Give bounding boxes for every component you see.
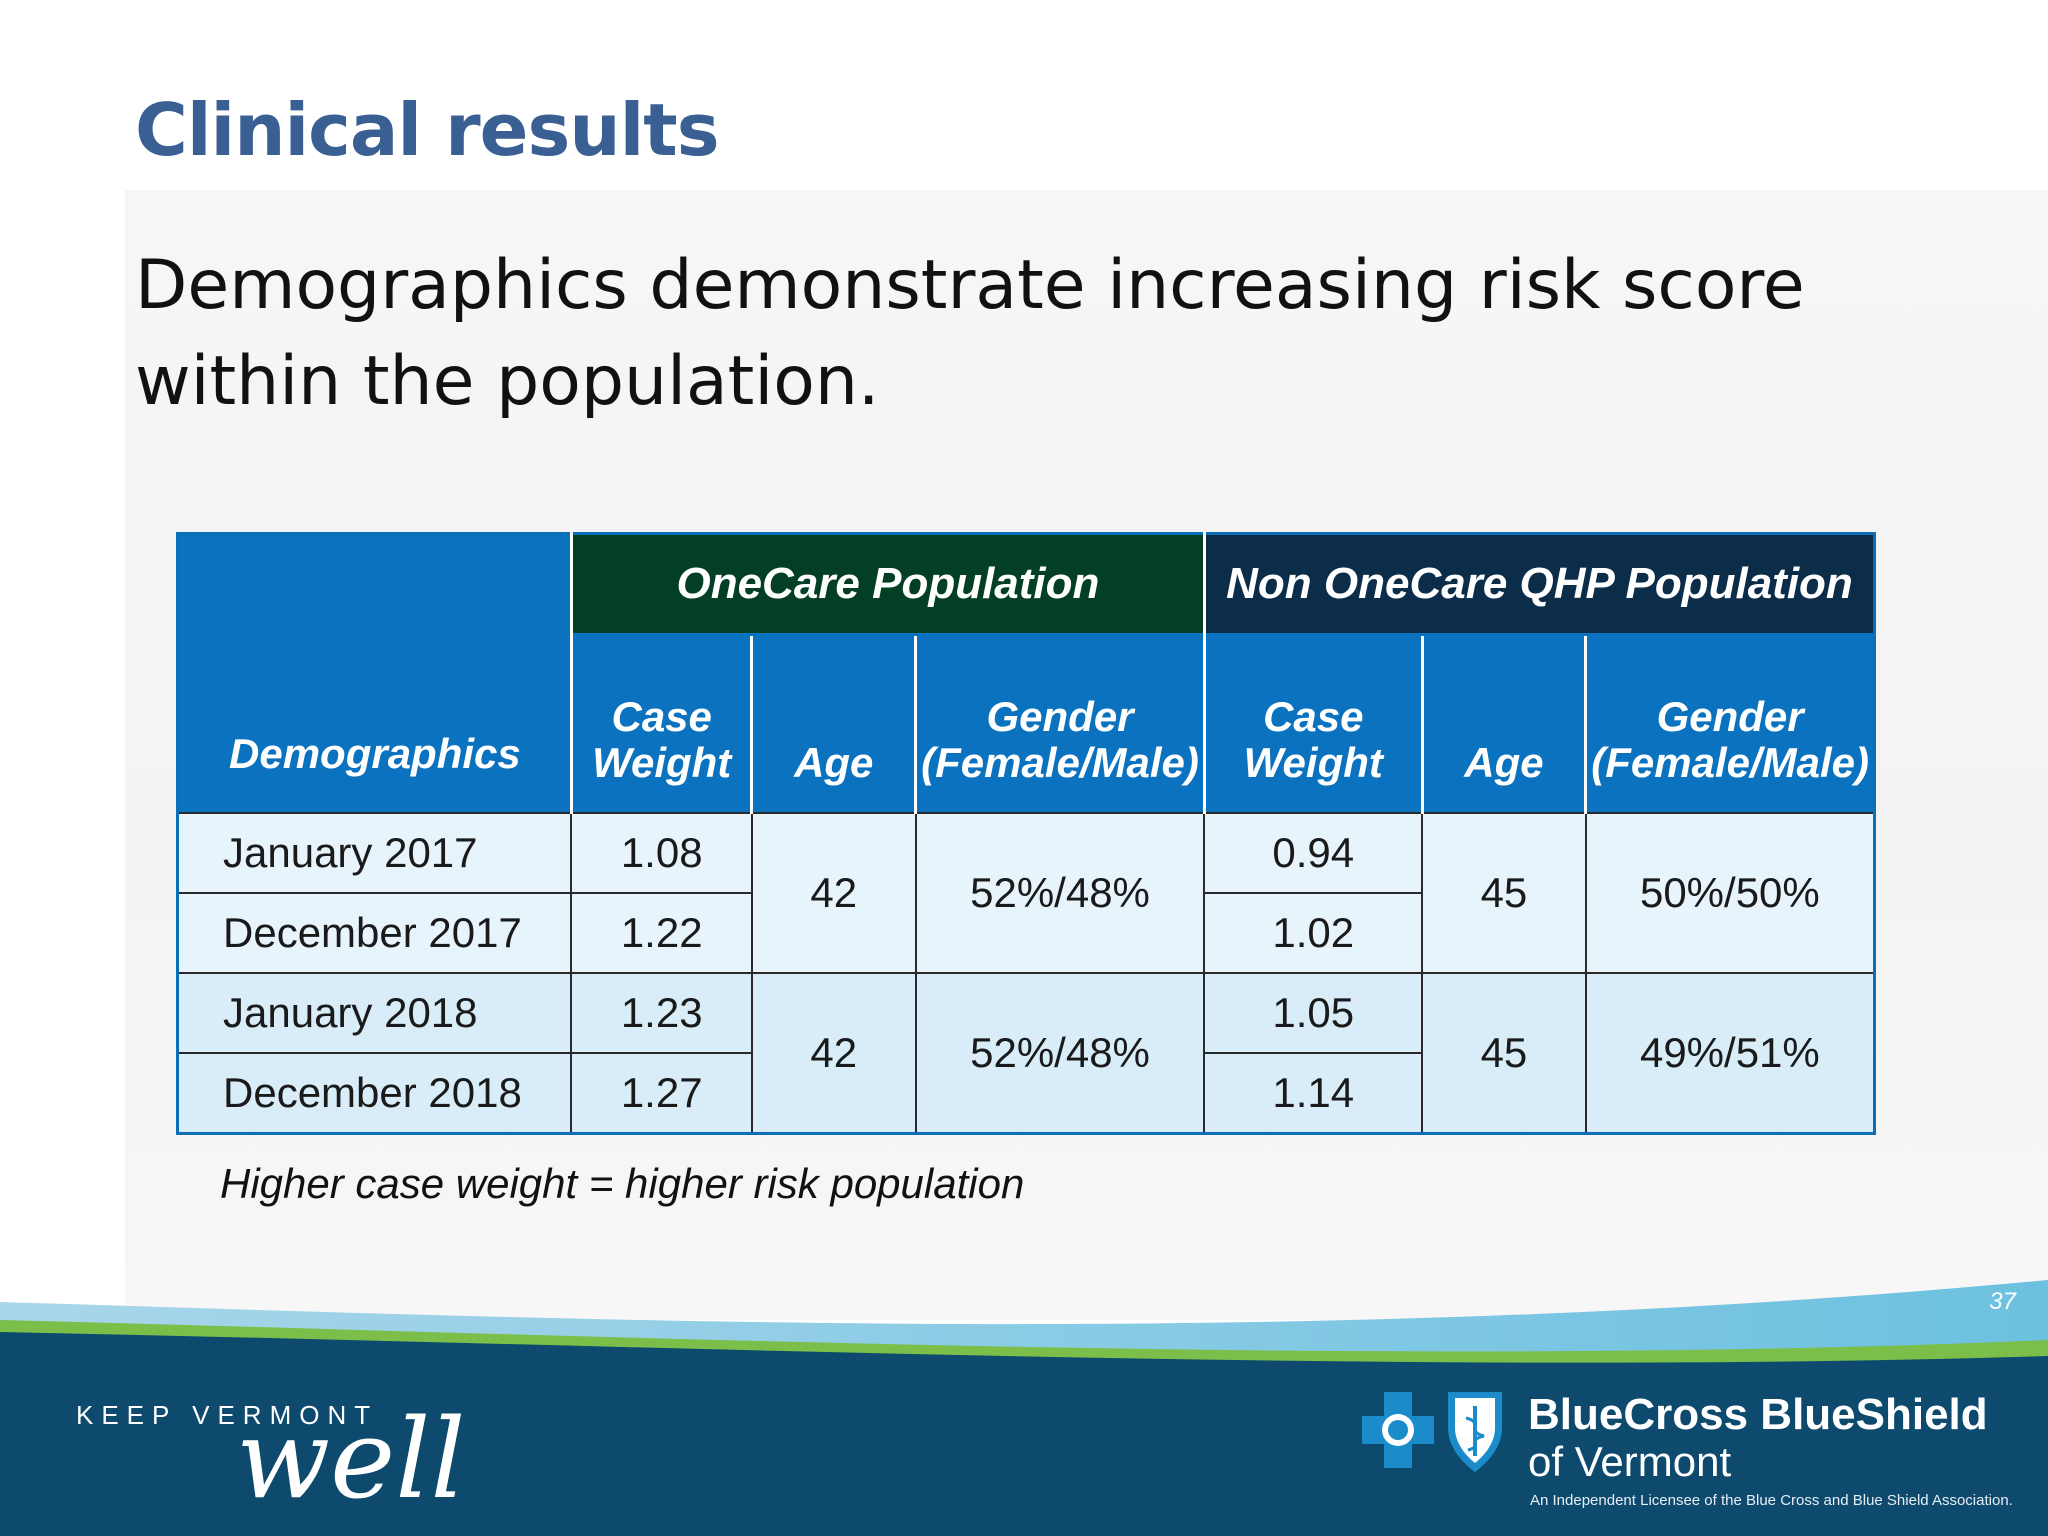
demographics-table: Demographics OneCare Population Non OneC… — [176, 532, 1876, 1135]
onecare-gender: 52%/48% — [914, 812, 1206, 974]
bcbs-vermont-logo: BlueCross BlueShield of Vermont An Indep… — [1362, 1388, 2022, 1518]
slide-title: Clinical results — [135, 88, 720, 172]
onecare-case-weight: 1.23 — [570, 972, 753, 1054]
bcbs-brand-name: BlueCross BlueShield — [1528, 1390, 1988, 1439]
keep-vermont-text: KEEP VERMONT — [76, 1400, 379, 1430]
table-row: January 2018 1.23 42 52%/48% 1.05 45 49%… — [176, 972, 1876, 1135]
non-onecare-age: 45 — [1421, 972, 1587, 1135]
row-label: December 2017 — [176, 892, 573, 974]
non-onecare-case-weight: 1.02 — [1203, 892, 1424, 974]
row-label: January 2018 — [176, 972, 573, 1054]
page-number: 37 — [1989, 1288, 2016, 1315]
footer-wave-graphic — [0, 1280, 2048, 1536]
table-row: January 2017 1.08 42 52%/48% 0.94 45 50%… — [176, 812, 1876, 974]
onecare-case-weight: 1.22 — [570, 892, 753, 974]
header-non-case-weight: Case Weight — [1202, 633, 1423, 813]
header-onecare-case-weight: Case Weight — [571, 633, 752, 813]
header-non-onecare-population: Non OneCare QHP Population — [1204, 533, 1875, 635]
non-onecare-case-weight: 1.05 — [1203, 972, 1424, 1054]
header-onecare-gender: Gender (Female/Male) — [914, 633, 1205, 813]
header-non-age: Age — [1420, 633, 1586, 813]
blue-cross-blue-shield-icon — [1362, 1392, 1502, 1472]
header-demographics: Demographics — [177, 533, 573, 813]
bcbs-license-text: An Independent Licensee of the Blue Cros… — [1530, 1492, 2013, 1509]
well-script-text: well — [236, 1395, 466, 1523]
onecare-age: 42 — [750, 812, 917, 974]
non-onecare-case-weight: 1.14 — [1203, 1052, 1424, 1135]
non-onecare-age: 45 — [1421, 812, 1587, 974]
table-footnote: Higher case weight = higher risk populat… — [220, 1160, 1025, 1207]
bcbs-brand-sub: of Vermont — [1528, 1438, 1732, 1485]
row-label: January 2017 — [176, 812, 573, 894]
header-onecare-age: Age — [750, 633, 916, 813]
non-onecare-gender: 50%/50% — [1584, 812, 1876, 974]
onecare-age: 42 — [750, 972, 917, 1135]
row-label: December 2018 — [176, 1052, 573, 1135]
footer-banner — [0, 1280, 2048, 1536]
onecare-case-weight: 1.08 — [570, 812, 753, 894]
onecare-case-weight: 1.27 — [570, 1052, 753, 1135]
onecare-gender: 52%/48% — [914, 972, 1206, 1135]
non-onecare-gender: 49%/51% — [1584, 972, 1876, 1135]
non-onecare-case-weight: 0.94 — [1203, 812, 1424, 894]
header-onecare-population: OneCare Population — [571, 533, 1206, 635]
keep-vermont-well-logo: KEEP VERMONT well — [76, 1400, 466, 1514]
header-non-gender: Gender (Female/Male) — [1584, 633, 1875, 813]
slide-subtitle: Demographics demonstrate increasing risk… — [135, 246, 1805, 421]
